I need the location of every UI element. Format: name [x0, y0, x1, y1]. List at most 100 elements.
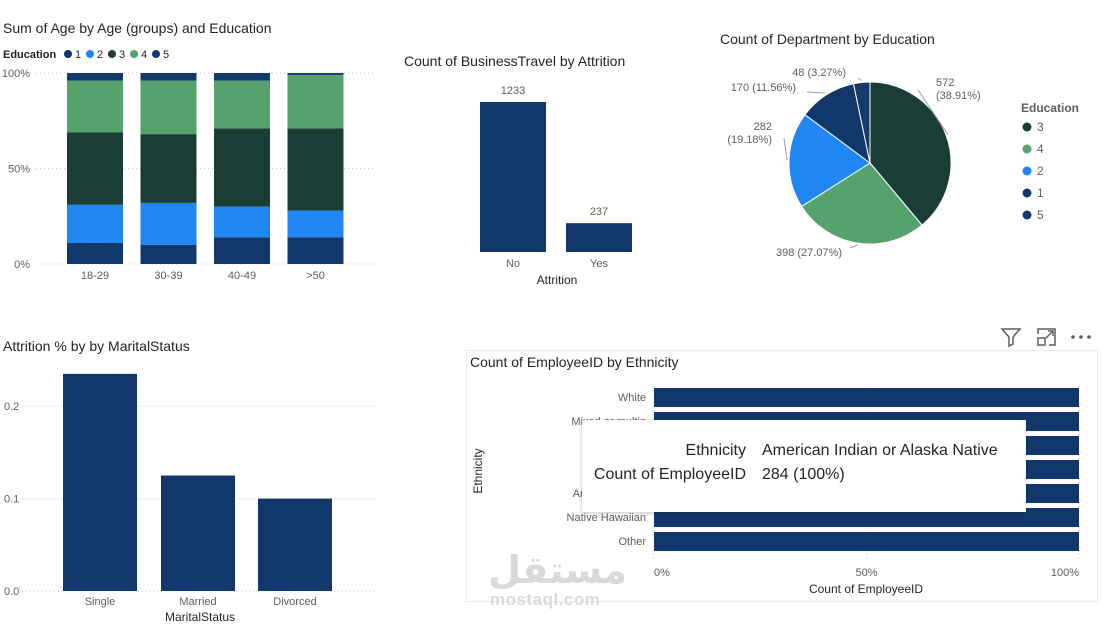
y-tick-label: 0%: [14, 259, 30, 271]
legend-label: 1: [1037, 186, 1044, 200]
bar: [480, 102, 546, 252]
travel-attrition-plot: 1233 No 237 Yes Attrition: [480, 85, 632, 287]
y-tick-label: 0.0: [4, 586, 19, 598]
tooltip: Ethnicity American Indian or Alaska Nati…: [582, 420, 1026, 512]
bar: [566, 223, 632, 252]
data-label: 572: [936, 77, 954, 89]
department-education-chart[interactable]: Count of Department by Education 572 (38.…: [690, 0, 1118, 300]
x-tick-label: 40-49: [228, 270, 256, 282]
legend-label: 2: [1037, 164, 1044, 178]
legend-title: Education: [1021, 101, 1079, 115]
data-label: 48 (3.27%): [792, 67, 846, 79]
legend-marker: [1022, 188, 1032, 198]
legend-marker: [1022, 210, 1032, 220]
leader-line: [783, 137, 788, 161]
bar-segment: [140, 73, 197, 81]
bar-segment: [287, 210, 344, 238]
bar-segment: [140, 134, 197, 203]
y-tick-label: 100%: [2, 68, 30, 80]
bar-segment: [140, 202, 197, 245]
x-tick-label: No: [506, 258, 520, 270]
x-axis-title: Attrition: [537, 273, 578, 287]
more-options-icon[interactable]: [1070, 326, 1094, 353]
legend-label: 1: [75, 49, 81, 61]
data-label: 1233: [501, 85, 525, 97]
x-tick-label: Divorced: [273, 596, 316, 608]
legend-label: 4: [1037, 142, 1044, 156]
bar-segment: [214, 128, 270, 207]
bar-segment: [140, 80, 197, 135]
x-tick-label: Single: [85, 596, 116, 608]
bar-segment: [67, 80, 123, 133]
bar-segment: [287, 73, 344, 75]
legend-marker: [1022, 166, 1032, 176]
focus-mode-icon[interactable]: [1036, 326, 1058, 353]
department-education-plot: 572(38.91%) 398 (27.07%) 282(19.18%) 170 (1…: [727, 67, 1079, 259]
bar-segment: [287, 74, 344, 129]
leader-line: [857, 77, 862, 81]
legend-marker: [1022, 122, 1032, 132]
filter-icon[interactable]: [1000, 326, 1022, 353]
bar-segment: [214, 206, 270, 238]
y-tick-label: Other: [618, 536, 646, 548]
data-label: 282: [754, 121, 772, 133]
leader-line: [806, 91, 826, 94]
bar-segment: [67, 204, 123, 243]
bar-segment: [287, 128, 344, 211]
bar-segment: [214, 73, 270, 81]
attrition-marital-plot: 0.0 0.1 0.2 Single Married Divorced MaritalSta…: [4, 373, 375, 624]
legend-label: 3: [1037, 120, 1044, 134]
bar: [654, 532, 1079, 551]
leader-line: [917, 89, 949, 135]
bar: [654, 508, 1079, 527]
tooltip-key: Count of EmployeeID: [593, 466, 746, 483]
attrition-marital-chart[interactable]: Attrition % by by MaritalStatus 0.0 0.1 0.…: [0, 330, 390, 626]
chart-title: Sum of Age by Age (groups) and Education: [3, 20, 272, 36]
legend-label: 3: [119, 49, 125, 61]
x-tick-label: 0%: [654, 567, 670, 579]
legend-label: 4: [141, 49, 147, 61]
x-tick-label: 30-39: [154, 270, 182, 282]
legend-marker: [152, 50, 160, 58]
x-tick-label: 18-29: [81, 270, 109, 282]
chart-title: Count of EmployeeID by Ethnicity: [470, 354, 679, 370]
x-tick-label: 50%: [855, 567, 877, 579]
bar: [258, 498, 332, 591]
age-education-chart[interactable]: Sum of Age by Age (groups) and Education…: [0, 0, 390, 300]
bar: [161, 475, 235, 591]
tooltip-key: Ethnicity: [685, 442, 746, 459]
y-tick-label: 0.2: [4, 401, 19, 413]
data-label: 237: [590, 206, 608, 218]
x-axis-title: Count of EmployeeID: [809, 582, 923, 596]
legend-marker: [1022, 144, 1032, 154]
legend-label: 5: [163, 49, 169, 61]
y-tick-label: Native Hawaiian: [567, 512, 646, 524]
pie-slice: [852, 81, 871, 164]
watermark-arabic: مستقل: [488, 548, 627, 592]
x-axis-title: MaritalStatus: [165, 610, 235, 624]
y-tick-label: White: [618, 392, 646, 404]
watermark-latin: mostaql.com: [490, 590, 601, 609]
legend-title: Education: [3, 49, 56, 61]
bar-segment: [67, 73, 123, 81]
bar-segment: [67, 242, 123, 264]
data-label: (19.18%): [727, 134, 772, 146]
legend-marker: [130, 50, 138, 58]
legend-label: 2: [97, 49, 103, 61]
watermark-logo: مستقل mostaql.com: [488, 548, 633, 614]
chart-title: Count of Department by Education: [720, 31, 935, 47]
data-label: 398 (27.07%): [776, 247, 842, 259]
bar-segment: [214, 80, 270, 129]
x-tick-label: Married: [179, 596, 216, 608]
bar-segment: [214, 237, 270, 264]
data-label: (38.91%): [936, 90, 981, 102]
bar: [654, 388, 1079, 407]
tooltip-value: American Indian or Alaska Native: [762, 442, 998, 459]
bar-segment: [140, 244, 197, 264]
x-tick-label: >50: [306, 270, 325, 282]
data-label: 170 (11.56%): [731, 82, 796, 94]
travel-attrition-chart[interactable]: Count of BusinessTravel by Attrition 123…: [390, 0, 690, 300]
chart-title: Count of BusinessTravel by Attrition: [404, 53, 626, 69]
bar-segment: [287, 237, 344, 264]
pie-slice: [788, 113, 871, 208]
